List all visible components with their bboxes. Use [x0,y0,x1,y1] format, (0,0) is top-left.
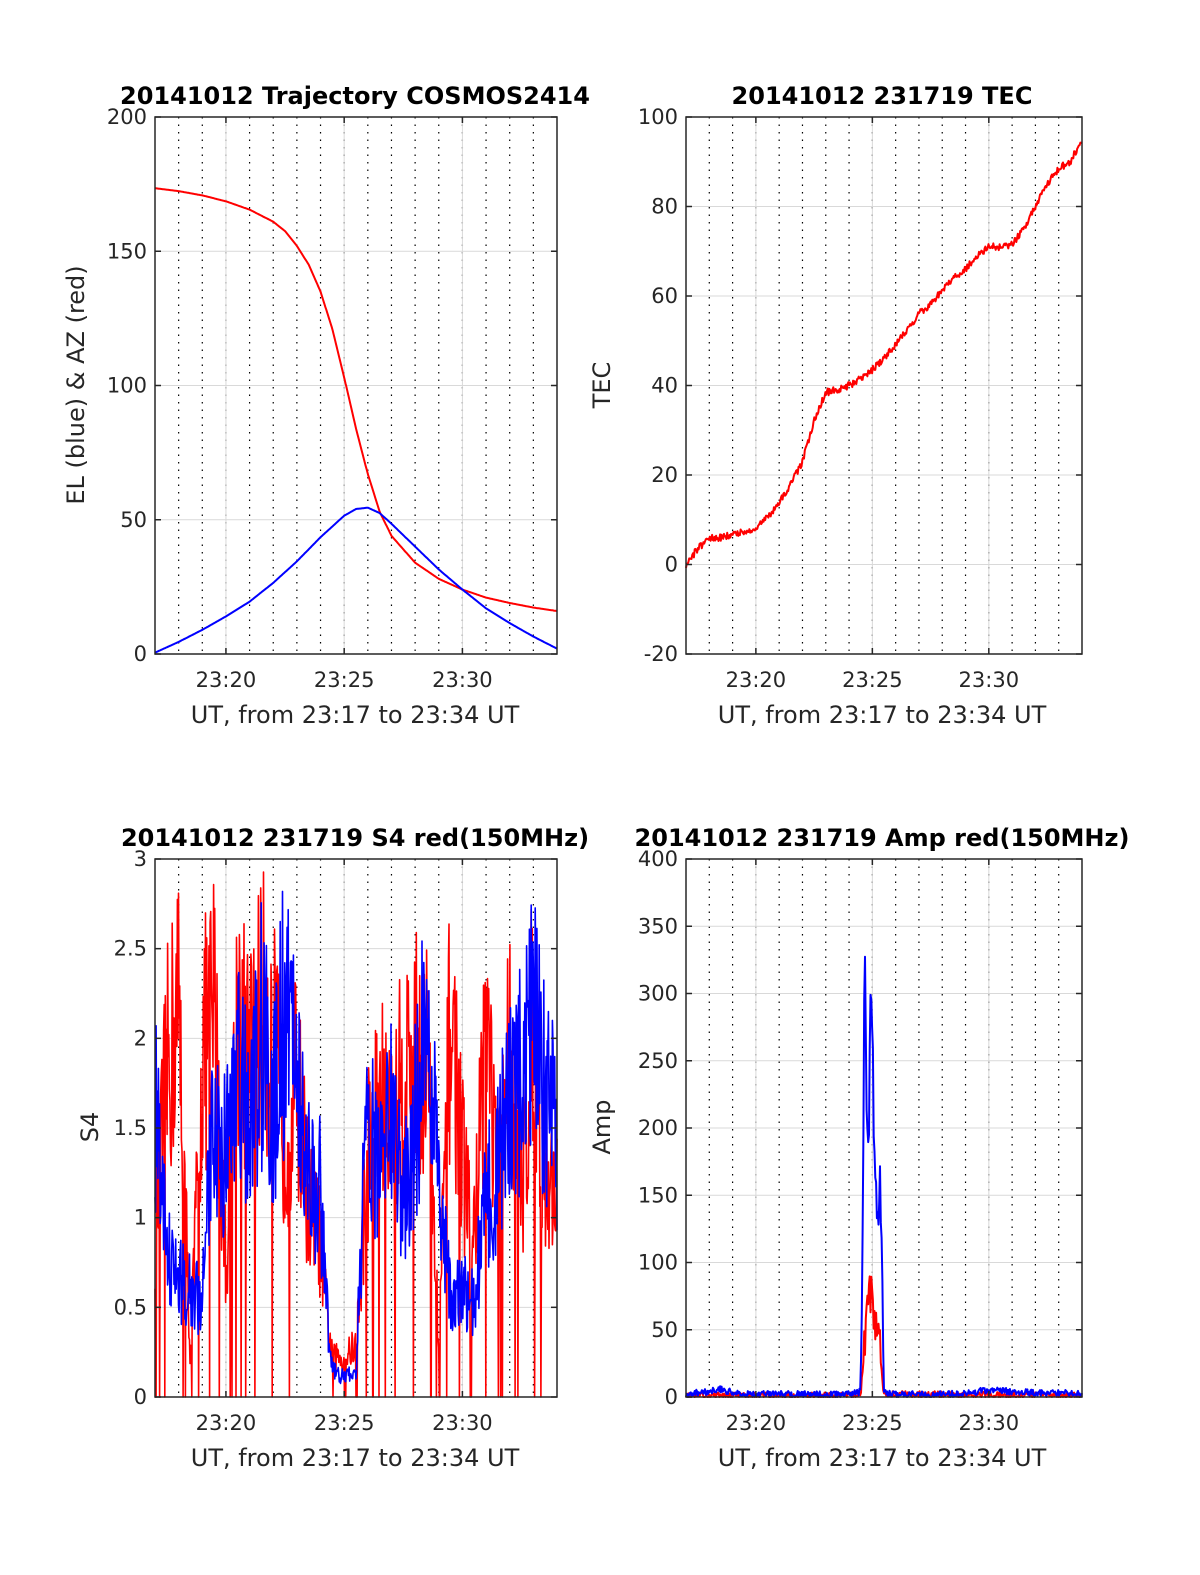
series-line [685,141,1083,569]
y-tick-label: 2.5 [114,937,147,961]
y-tick-label: 250 [638,1049,678,1073]
y-tick-label: 0 [134,642,147,666]
y-tick-label: 200 [638,1116,678,1140]
y-tick-label: 150 [107,239,147,263]
y-tick-label: 100 [638,105,678,129]
series-line [154,890,558,1385]
series-line [154,187,558,612]
y-tick-label: 2 [134,1026,147,1050]
y-tick-label: 20 [651,463,678,487]
chart-s4: 20141012 231719 S4 red(150MHz) UT, from … [76,824,589,1472]
x-tick-label: 23:25 [842,668,903,692]
x-axis-label: UT, from 23:17 to 23:34 UT [718,701,1047,729]
y-tick-label: 100 [638,1251,678,1275]
y-tick-label: 50 [651,1318,678,1342]
x-axis-label: UT, from 23:17 to 23:34 UT [191,701,520,729]
x-axis-label: UT, from 23:17 to 23:34 UT [191,1444,520,1472]
chart-amp: 20141012 231719 Amp red(150MHz) UT, from… [588,824,1129,1472]
x-tick-label: 23:20 [196,1411,257,1435]
chart-title: 20141012 231719 TEC [732,82,1033,110]
y-tick-label: 200 [107,105,147,129]
y-axis-label: EL (blue) & AZ (red) [62,265,90,504]
x-tick-label: 23:20 [726,668,787,692]
y-tick-label: 1.5 [114,1116,147,1140]
chart-title: 20141012 231719 Amp red(150MHz) [635,824,1130,852]
y-tick-label: -20 [644,642,678,666]
y-tick-label: 60 [651,284,678,308]
x-tick-label: 23:25 [842,1411,903,1435]
x-axis-label: UT, from 23:17 to 23:34 UT [718,1444,1047,1472]
y-tick-label: 0.5 [114,1295,147,1319]
x-tick-label: 23:25 [314,1411,375,1435]
y-tick-label: 100 [107,374,147,398]
x-tick-label: 23:20 [196,668,257,692]
y-axis-label: Amp [588,1099,616,1154]
y-tick-label: 3 [134,847,147,871]
y-tick-label: 0 [665,553,678,577]
chart-trajectory: 20141012 Trajectory COSMOS2414 UT, from … [62,82,590,729]
y-tick-label: 0 [665,1385,678,1409]
y-axis-label: TEC [588,362,616,410]
chart-tec: 20141012 231719 TEC UT, from 23:17 to 23… [588,82,1083,729]
series-line [685,955,1083,1398]
y-tick-label: 40 [651,374,678,398]
x-tick-label: 23:20 [726,1411,787,1435]
y-tick-label: 150 [638,1183,678,1207]
y-tick-label: 50 [120,508,147,532]
x-tick-label: 23:30 [959,668,1020,692]
x-tick-label: 23:30 [432,668,493,692]
y-axis-label: S4 [76,1112,104,1143]
y-tick-label: 350 [638,914,678,938]
series-line [154,506,558,654]
x-tick-label: 23:25 [314,668,375,692]
chart-title: 20141012 231719 S4 red(150MHz) [121,824,589,852]
x-tick-label: 23:30 [959,1411,1020,1435]
y-tick-label: 0 [134,1385,147,1409]
y-tick-label: 1 [134,1206,147,1230]
y-tick-label: 400 [638,847,678,871]
y-tick-label: 80 [651,195,678,219]
x-tick-label: 23:30 [432,1411,493,1435]
y-tick-label: 300 [638,982,678,1006]
chart-title: 20141012 Trajectory COSMOS2414 [120,82,590,110]
